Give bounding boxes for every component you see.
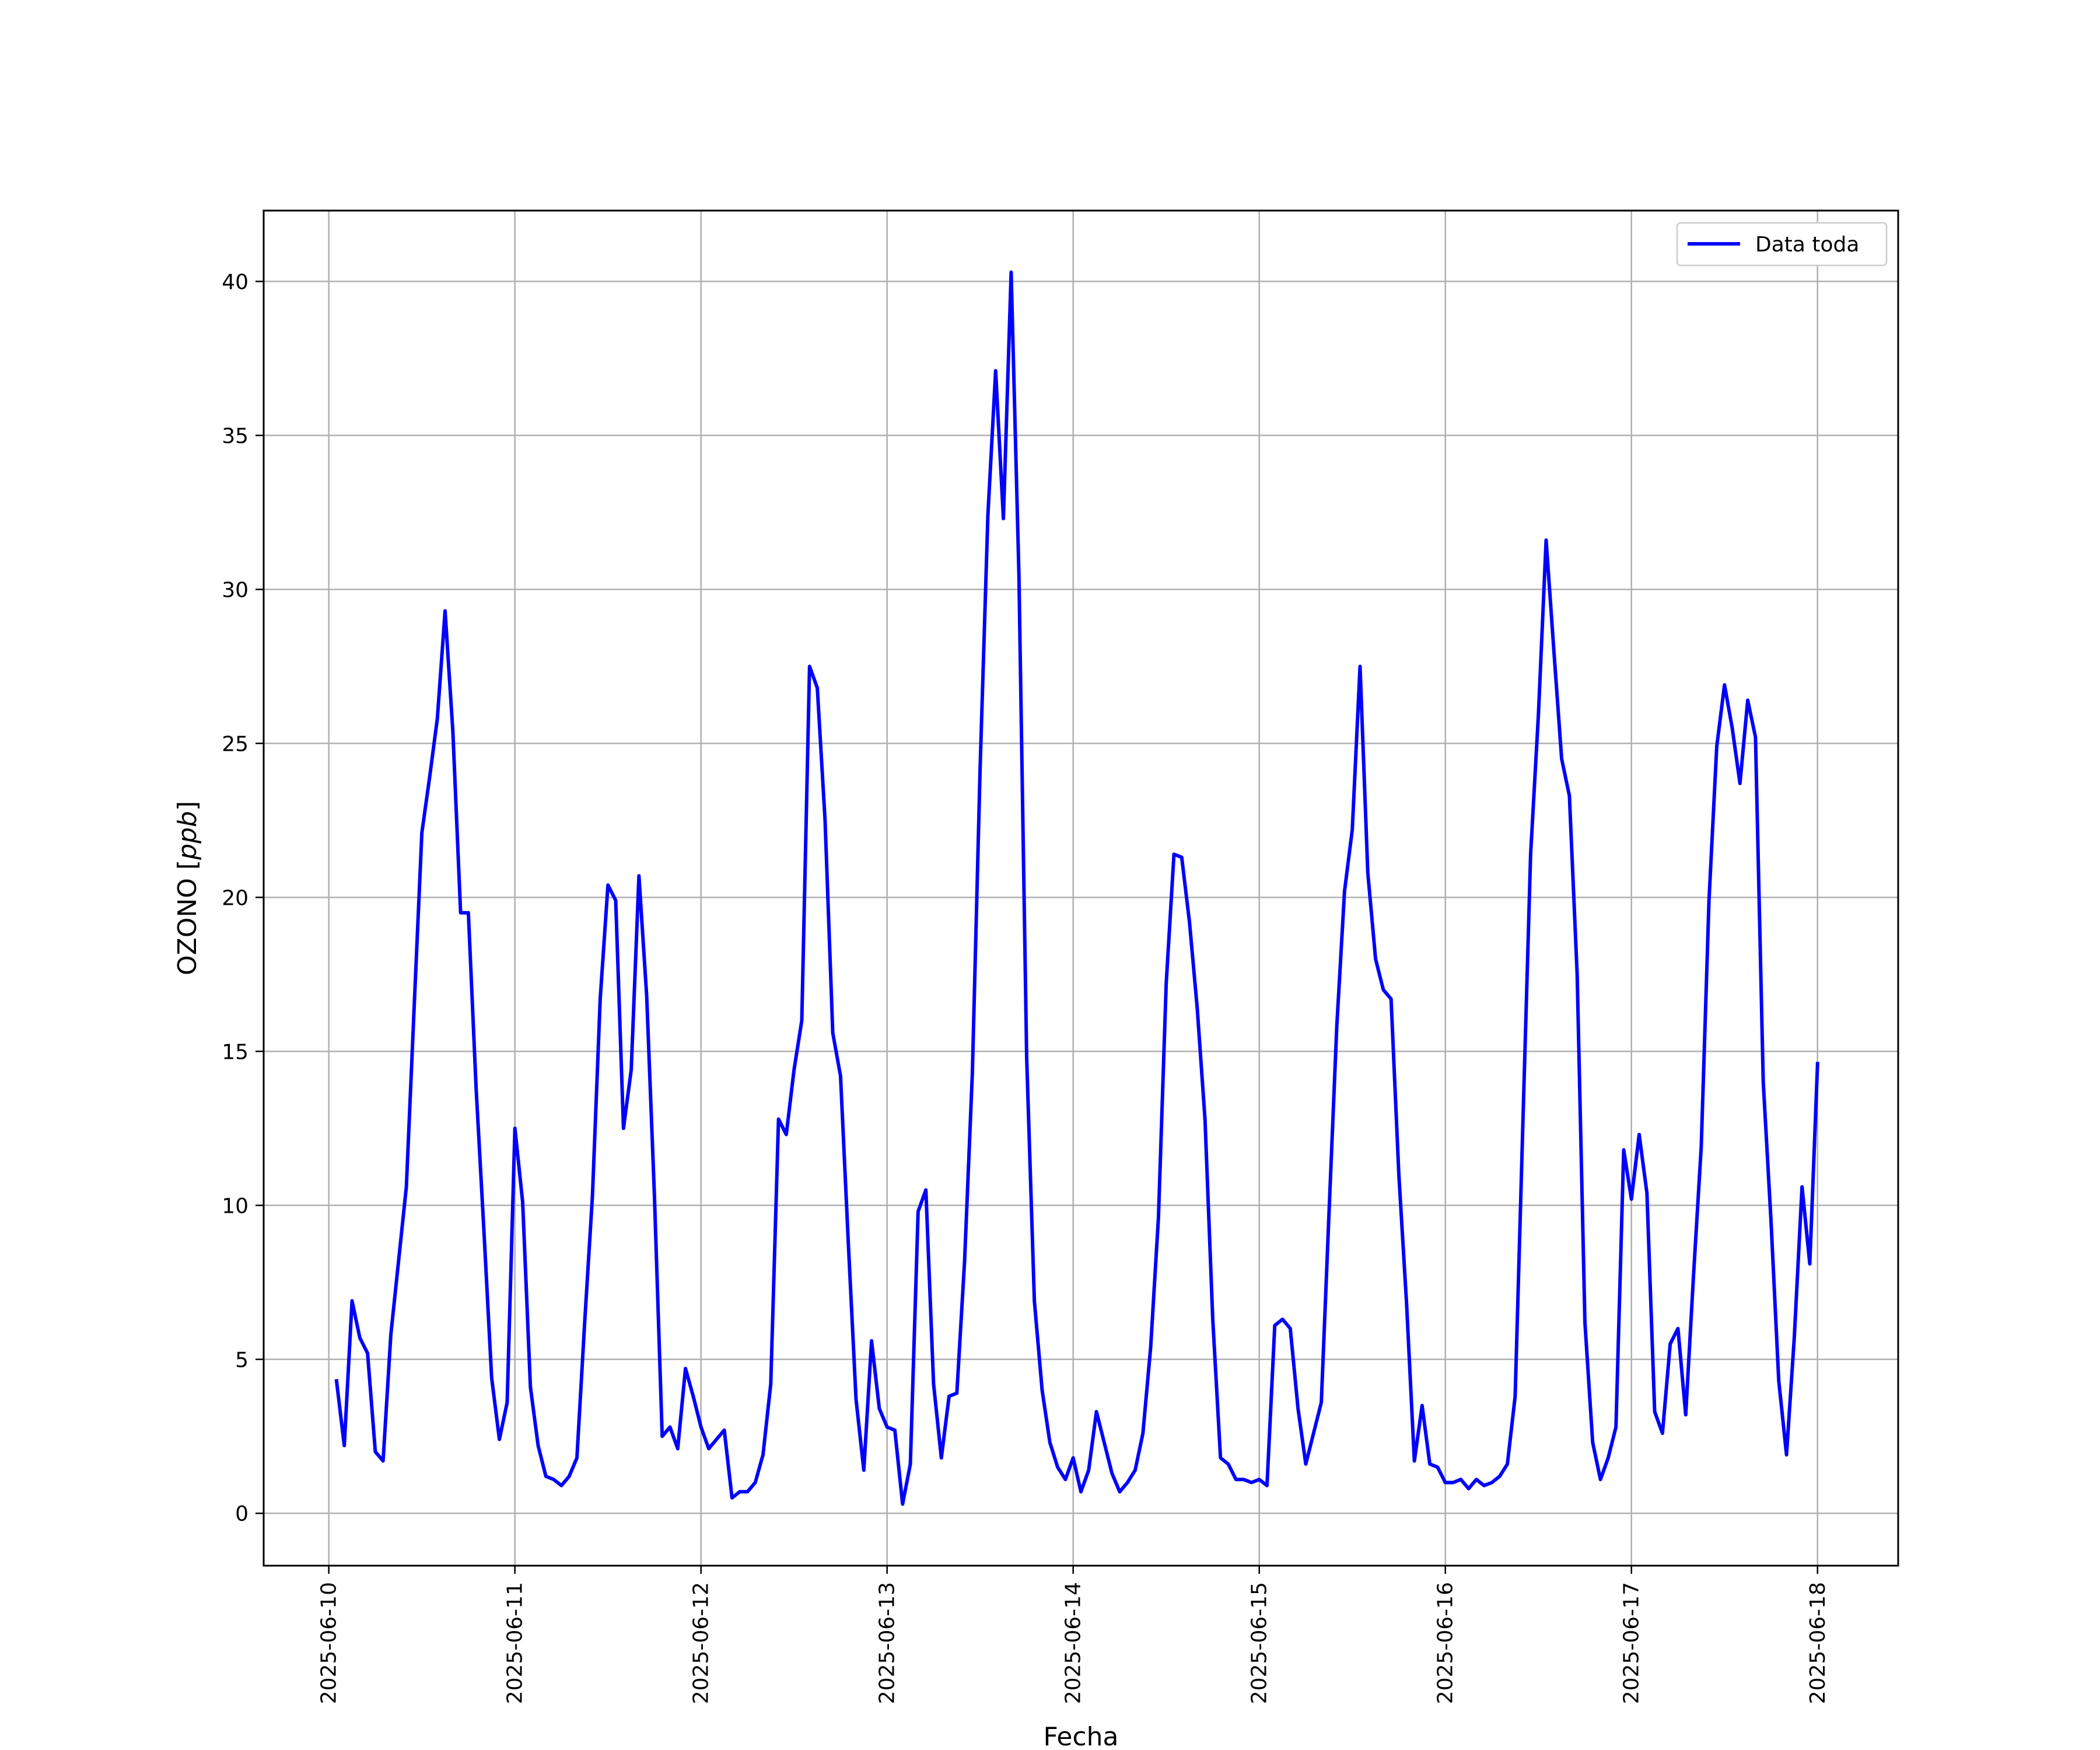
series-layer	[334, 270, 1819, 1506]
legend: Data toda	[1676, 222, 1888, 267]
y-axis-label-unit: ppb	[173, 811, 202, 860]
y-tick-label: 15	[222, 1040, 249, 1064]
x-tick-label: 2025-06-18	[1806, 1582, 1830, 1704]
grid-lines	[264, 211, 1898, 1566]
series-line-0	[334, 270, 1819, 1506]
y-tick-label: 25	[222, 732, 249, 756]
y-axis-label: OZONO [ppb]	[173, 801, 202, 975]
x-tick-label: 2025-06-12	[690, 1582, 713, 1704]
y-tick-label: 35	[222, 424, 249, 448]
x-tick-label: 2025-06-15	[1248, 1582, 1272, 1704]
x-tick-label: 2025-06-16	[1434, 1582, 1458, 1704]
y-tick-label: 0	[235, 1502, 249, 1526]
plot-frame	[262, 209, 1899, 1567]
x-tick-label: 2025-06-17	[1620, 1582, 1644, 1704]
x-tick-label: 2025-06-11	[503, 1582, 527, 1704]
y-tick-label: 40	[222, 270, 249, 294]
y-axis-label-end: ]	[173, 801, 202, 811]
x-tick-label: 2025-06-10	[317, 1582, 341, 1704]
x-axis-label: Fecha	[1043, 1722, 1118, 1750]
legend-label: Data toda	[1755, 233, 1859, 257]
y-tick-label: 30	[222, 578, 249, 602]
x-tick-label: 2025-06-14	[1062, 1582, 1086, 1704]
axis-ticks: 2025-06-10 2025-06-11 2025-06-12 2025-06-13…	[222, 270, 1830, 1704]
legend-box	[1676, 222, 1888, 267]
y-axis-label-main: OZONO [	[173, 860, 202, 975]
y-tick-label: 20	[222, 886, 249, 910]
y-tick-label: 10	[222, 1194, 249, 1218]
y-tick-label: 5	[235, 1348, 249, 1372]
x-tick-label: 2025-06-13	[876, 1582, 900, 1704]
